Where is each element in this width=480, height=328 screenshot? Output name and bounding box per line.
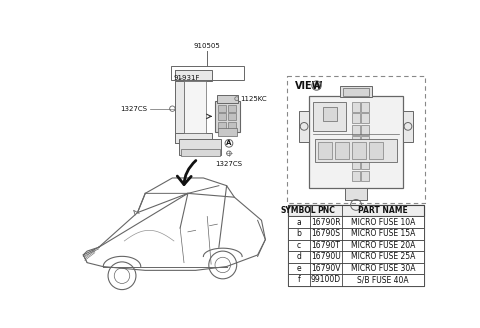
Bar (361, 102, 369, 112)
Bar (218, 128, 237, 135)
Text: PART NAME: PART NAME (358, 206, 408, 215)
Text: 910505: 910505 (194, 43, 221, 50)
Bar (352, 113, 360, 123)
Bar (335, 142, 349, 159)
Text: VIEW: VIEW (295, 81, 323, 91)
Bar (343, 88, 369, 95)
Text: 1125KC: 1125KC (240, 96, 267, 102)
Bar (352, 159, 360, 170)
Text: e: e (296, 264, 301, 273)
Bar (288, 205, 424, 286)
Bar (175, 70, 184, 143)
Text: 16790V: 16790V (311, 264, 341, 273)
Bar (215, 101, 240, 132)
FancyArrowPatch shape (177, 160, 196, 185)
Text: f: f (297, 276, 300, 284)
Bar (352, 125, 360, 135)
Bar (300, 111, 309, 142)
Text: 16790R: 16790R (311, 218, 341, 227)
Bar (361, 113, 369, 123)
Bar (361, 148, 369, 158)
Bar (352, 148, 360, 158)
Bar (179, 139, 221, 155)
Bar (181, 150, 220, 155)
Text: MICRO FUSE 15A: MICRO FUSE 15A (351, 229, 415, 238)
Bar (340, 86, 372, 97)
Bar (318, 142, 332, 159)
Text: A: A (313, 81, 320, 90)
Text: MICRO FUSE 30A: MICRO FUSE 30A (351, 264, 415, 273)
Bar (288, 274, 424, 286)
Bar (216, 95, 238, 102)
Text: 16790T: 16790T (312, 241, 340, 250)
Text: d: d (296, 252, 301, 261)
Bar (288, 216, 424, 228)
Bar (313, 102, 346, 131)
Text: S/B FUSE 40A: S/B FUSE 40A (358, 276, 409, 284)
Bar (361, 171, 369, 181)
Text: A: A (226, 140, 232, 146)
Bar (352, 102, 360, 112)
Bar (361, 159, 369, 170)
Bar (369, 142, 383, 159)
Text: SYMBOL: SYMBOL (281, 206, 316, 215)
Text: c: c (297, 241, 301, 250)
Bar (288, 205, 424, 216)
Bar (218, 113, 226, 120)
Text: a: a (296, 218, 301, 227)
Text: MICRO FUSE 20A: MICRO FUSE 20A (351, 241, 415, 250)
Bar (175, 133, 212, 143)
Text: 1327CS: 1327CS (120, 106, 147, 112)
Text: 99100D: 99100D (311, 276, 341, 284)
Bar (352, 136, 360, 146)
Bar (228, 122, 236, 129)
Bar (218, 122, 226, 129)
Bar (288, 228, 424, 239)
Text: MICRO FUSE 10A: MICRO FUSE 10A (351, 218, 415, 227)
Bar (228, 113, 236, 120)
Text: 16790U: 16790U (311, 252, 341, 261)
Bar (171, 66, 244, 80)
Bar (287, 76, 425, 203)
Bar (403, 111, 413, 142)
Text: MICRO FUSE 25A: MICRO FUSE 25A (351, 252, 415, 261)
Bar (352, 171, 360, 181)
Bar (323, 107, 336, 121)
Bar (309, 95, 403, 188)
Bar (288, 239, 424, 251)
Bar (228, 105, 236, 112)
Bar (315, 139, 397, 162)
Bar (218, 105, 226, 112)
Text: 1327CS: 1327CS (216, 161, 242, 167)
Bar (288, 251, 424, 263)
Bar (175, 70, 212, 81)
Bar (361, 136, 369, 146)
Bar (345, 188, 367, 199)
Bar (352, 142, 366, 159)
Text: 91931F: 91931F (173, 75, 200, 81)
Text: PNC: PNC (317, 206, 335, 215)
Text: 16790S: 16790S (312, 229, 340, 238)
Bar (184, 81, 206, 133)
Bar (288, 263, 424, 274)
Bar (361, 125, 369, 135)
Text: b: b (296, 229, 301, 238)
